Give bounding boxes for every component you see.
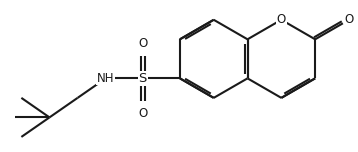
Text: O: O (277, 13, 286, 26)
Text: O: O (344, 13, 354, 26)
Text: NH: NH (97, 72, 115, 85)
Text: O: O (138, 107, 147, 119)
Text: S: S (139, 72, 147, 85)
Text: O: O (138, 37, 147, 50)
